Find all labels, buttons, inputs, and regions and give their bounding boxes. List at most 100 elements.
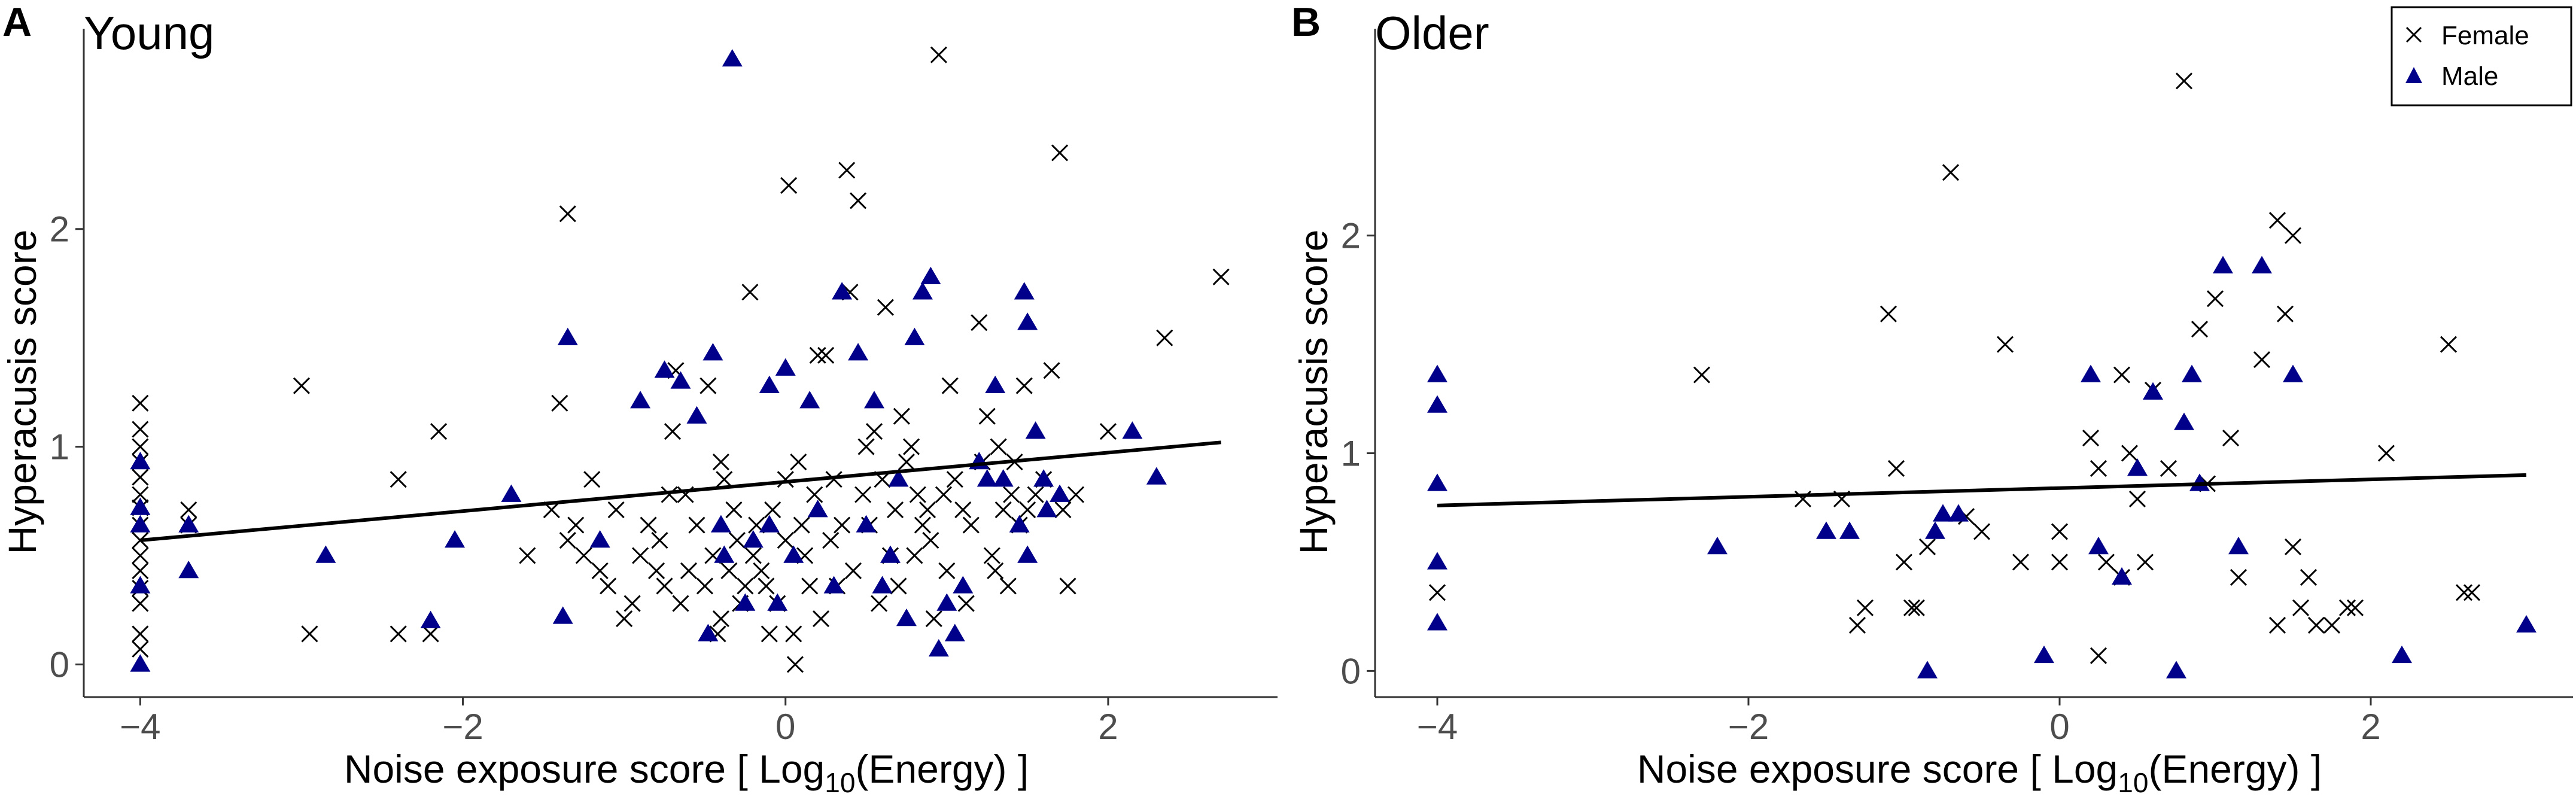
point-male — [557, 327, 578, 345]
point-female — [661, 486, 678, 503]
point-female — [922, 531, 939, 549]
point-female — [741, 284, 759, 301]
point-female — [2012, 553, 2030, 571]
point-male — [1917, 661, 1938, 679]
point-female — [712, 453, 729, 471]
legend: Female Male — [2391, 6, 2572, 107]
y-tick-label: 0 — [1341, 651, 1361, 691]
point-male — [953, 576, 974, 594]
x-tick-label: −4 — [120, 707, 160, 747]
point-female — [2346, 599, 2364, 616]
point-female — [857, 438, 875, 455]
point-male — [856, 515, 877, 533]
panel-title: Older — [1375, 7, 1489, 59]
point-female — [1067, 486, 1085, 503]
point-female — [1051, 144, 1069, 162]
point-female — [132, 625, 149, 643]
point-male — [2034, 645, 2054, 664]
point-female — [2284, 538, 2302, 556]
point-female — [838, 162, 856, 179]
legend-label: Male — [2441, 62, 2498, 91]
point-female — [551, 394, 568, 412]
point-female — [616, 610, 633, 628]
x-axis-title: Noise exposure score [ Log10(Energy) ] — [344, 747, 1029, 798]
point-male — [589, 530, 610, 548]
point-female — [647, 562, 665, 580]
point-female — [990, 438, 1007, 455]
point-male — [501, 484, 522, 502]
point-male — [1025, 421, 1046, 439]
point-male — [880, 545, 901, 563]
point-female — [583, 471, 601, 488]
point-male — [832, 282, 853, 300]
point-female — [1693, 366, 1711, 384]
point-female — [2268, 212, 2286, 229]
point-female — [898, 453, 915, 471]
point-female — [2455, 584, 2473, 601]
point-female — [2307, 616, 2325, 634]
point-male — [2213, 255, 2233, 273]
point-female — [890, 577, 907, 595]
point-female — [2090, 460, 2107, 477]
point-female — [132, 486, 149, 503]
plot-area: −4 −2 0 2 0 1 2 — [1341, 29, 2573, 747]
point-female — [132, 438, 149, 455]
point-female — [777, 531, 794, 549]
point-male — [783, 545, 804, 563]
point-male — [722, 48, 743, 67]
x-axis-title-end: (Energy) ] — [855, 747, 1029, 791]
point-female — [430, 423, 448, 440]
point-female — [806, 486, 823, 503]
point-male — [759, 375, 780, 393]
point-male — [420, 610, 441, 628]
point-female — [1903, 599, 1921, 616]
point-female — [720, 562, 738, 580]
point-female — [877, 299, 894, 316]
point-female — [559, 205, 576, 223]
point-male — [1707, 536, 1728, 555]
point-female — [994, 501, 1012, 519]
point-female — [914, 516, 931, 534]
point-female — [2284, 227, 2302, 244]
y-tick-label: 2 — [50, 209, 69, 250]
point-female — [2051, 523, 2069, 540]
panel-letter: B — [1291, 0, 1321, 45]
point-female — [906, 547, 923, 564]
point-female — [696, 577, 714, 595]
point-male — [2112, 567, 2132, 585]
point-male — [130, 654, 151, 672]
y-axis-title: Hyperacusis score — [0, 230, 44, 555]
point-female — [812, 610, 830, 628]
point-male — [1017, 312, 1038, 330]
point-female — [301, 625, 318, 643]
point-male — [315, 545, 336, 563]
point-female — [825, 471, 843, 488]
point-male — [1146, 467, 1167, 485]
point-male — [2392, 645, 2412, 664]
point-female — [930, 46, 947, 63]
plot-area: −4 −2 0 2 0 1 2 — [50, 29, 1278, 747]
point-female — [1879, 305, 1897, 323]
point-female — [1015, 377, 1033, 394]
point-female — [680, 562, 698, 580]
point-female — [132, 394, 149, 412]
point-female — [1887, 460, 1905, 477]
point-female — [672, 595, 689, 612]
point-male — [896, 609, 917, 626]
point-female — [422, 625, 439, 643]
point-female — [1059, 577, 1076, 595]
point-male — [1014, 282, 1035, 300]
point-male — [1839, 521, 1860, 539]
point-female — [2206, 290, 2224, 308]
point-female — [1043, 362, 1060, 379]
point-male — [920, 266, 941, 285]
point-male — [2174, 412, 2194, 430]
point-male — [130, 576, 151, 594]
point-male — [1427, 552, 1447, 570]
point-female — [575, 547, 592, 564]
point-female — [651, 531, 668, 549]
point-female — [2191, 321, 2209, 338]
point-female — [607, 501, 625, 519]
point-female — [1856, 599, 1874, 616]
point-male — [977, 469, 997, 487]
